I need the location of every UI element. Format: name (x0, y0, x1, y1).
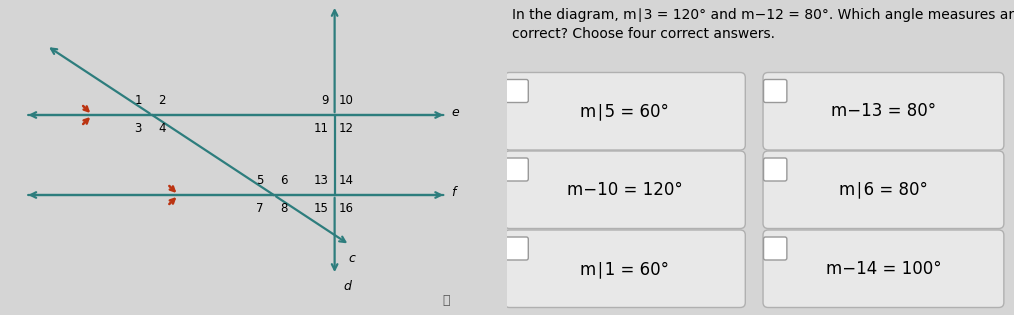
FancyBboxPatch shape (505, 79, 528, 102)
Text: 9: 9 (320, 94, 329, 107)
FancyBboxPatch shape (505, 237, 528, 260)
Text: 15: 15 (313, 203, 329, 215)
FancyBboxPatch shape (505, 72, 745, 150)
Text: ⤢: ⤢ (442, 294, 450, 306)
Text: 16: 16 (339, 203, 354, 215)
Text: e: e (451, 106, 459, 119)
Text: 13: 13 (313, 175, 329, 187)
Text: m∣6 = 80°: m∣6 = 80° (839, 181, 928, 199)
FancyBboxPatch shape (505, 230, 745, 307)
Text: 10: 10 (339, 94, 353, 107)
Text: 3: 3 (135, 123, 142, 135)
Text: In the diagram, m∣3 = 120° and m−12 = 80°. Which angle measures are
correct? Cho: In the diagram, m∣3 = 120° and m−12 = 80… (512, 8, 1014, 41)
Text: 12: 12 (339, 123, 354, 135)
Text: 7: 7 (257, 203, 264, 215)
Text: 2: 2 (158, 94, 166, 107)
FancyBboxPatch shape (764, 79, 787, 102)
FancyBboxPatch shape (764, 151, 1004, 228)
Text: 5: 5 (257, 175, 264, 187)
Text: 8: 8 (280, 203, 288, 215)
Text: c: c (349, 252, 356, 266)
Text: m−13 = 80°: m−13 = 80° (830, 102, 936, 120)
FancyBboxPatch shape (764, 237, 787, 260)
Text: m−14 = 100°: m−14 = 100° (825, 260, 941, 278)
Text: m−10 = 120°: m−10 = 120° (567, 181, 682, 199)
FancyBboxPatch shape (764, 72, 1004, 150)
FancyBboxPatch shape (764, 230, 1004, 307)
FancyBboxPatch shape (505, 158, 528, 181)
FancyBboxPatch shape (505, 151, 745, 228)
Text: 1: 1 (135, 94, 142, 107)
Text: d: d (344, 280, 352, 293)
Text: 6: 6 (280, 175, 288, 187)
Text: f: f (451, 186, 455, 199)
Text: m∣5 = 60°: m∣5 = 60° (580, 102, 669, 120)
FancyBboxPatch shape (764, 158, 787, 181)
Text: 14: 14 (339, 175, 354, 187)
Text: 11: 11 (313, 123, 329, 135)
Text: 4: 4 (158, 123, 166, 135)
Text: m∣1 = 60°: m∣1 = 60° (580, 260, 669, 278)
